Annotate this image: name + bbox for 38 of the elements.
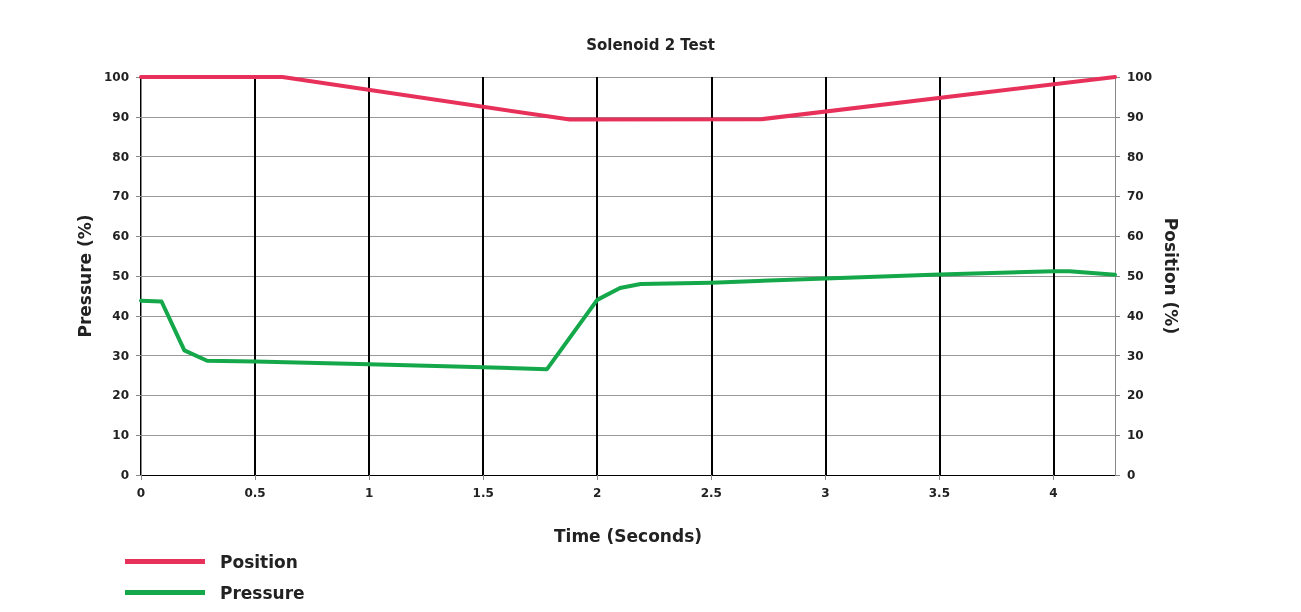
y-tick-label: 50 (112, 269, 129, 283)
y-tick-label: 60 (112, 229, 129, 244)
y2-tick-label: 90 (1127, 109, 1144, 124)
y2-tick-label: 60 (1127, 229, 1144, 244)
x-tick-label: 2.5 (700, 486, 722, 500)
y-tick-label: 30 (112, 348, 129, 363)
x-axis-title: Time (Seconds) (553, 525, 703, 546)
x-tick-label: 0.5 (244, 486, 266, 500)
y-tick-label: 90 (112, 109, 129, 124)
x-tick-label: 1 (364, 486, 374, 500)
y2-tick-label: 0 (1127, 468, 1136, 482)
y2-tick-label: 80 (1127, 149, 1144, 164)
y2-tick-label: 10 (1127, 428, 1144, 443)
chart-title: Solenoid 2 Test (586, 35, 715, 54)
y2-tick-label: 30 (1127, 348, 1144, 363)
x-tick-label: 1.5 (472, 486, 494, 500)
y2-tick-label: 70 (1127, 189, 1144, 204)
y2-axis-title: Position (%) (1161, 217, 1182, 335)
y2-tick-label: 50 (1127, 269, 1144, 283)
x-tick-label: 3.5 (928, 486, 950, 500)
legend-label: Pressure (220, 582, 305, 603)
y-tick-label: 20 (112, 388, 129, 403)
x-tick-label: 2 (593, 486, 602, 500)
y2-tick-label: 100 (1127, 70, 1153, 84)
legend-label: Position (220, 551, 298, 572)
y-tick-label: 40 (112, 308, 129, 323)
y2-tick-label: 40 (1127, 308, 1144, 323)
y2-tick-label: 20 (1127, 388, 1144, 403)
x-tick-label: 0 (136, 486, 146, 500)
y-tick-label: 100 (103, 70, 129, 84)
y-tick-label: 10 (112, 428, 129, 443)
y-tick-label: 80 (112, 149, 129, 164)
line-series (139, 269, 1117, 372)
y-tick-label: 0 (120, 468, 129, 482)
x-tick-label: 4 (1049, 486, 1058, 500)
x-tick-label: 3 (821, 486, 830, 500)
y-axis-title: Pressure (%) (74, 214, 95, 338)
y-tick-label: 70 (112, 189, 129, 204)
